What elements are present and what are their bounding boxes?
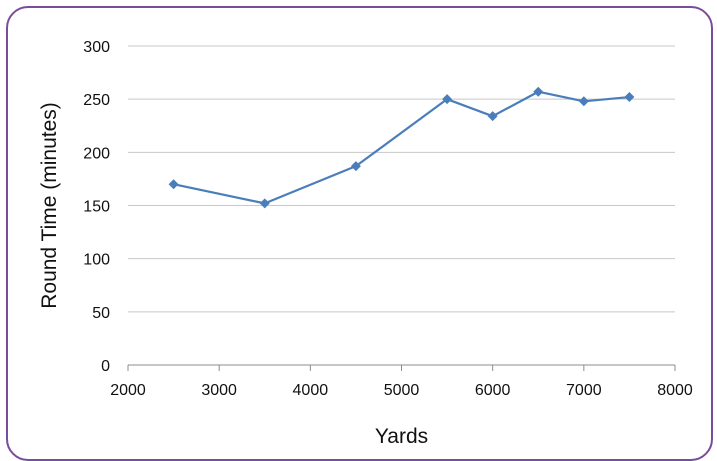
chart-frame bbox=[6, 6, 713, 461]
y-tick-label-300: 300 bbox=[83, 39, 110, 56]
gridlines bbox=[128, 45, 675, 313]
y-axis-title: Round Time (minutes) bbox=[38, 102, 61, 309]
data-point-7000 bbox=[578, 96, 589, 107]
x-tick-label-3000: 3000 bbox=[201, 382, 237, 399]
data-point-4500 bbox=[350, 161, 361, 172]
y-tick-label-150: 150 bbox=[83, 199, 110, 216]
data-point-7500 bbox=[624, 92, 635, 103]
data-point-5500 bbox=[442, 94, 453, 105]
x-axis-title: Yards bbox=[375, 425, 428, 448]
data-point-6000 bbox=[487, 111, 498, 122]
data-point-2500 bbox=[168, 179, 179, 190]
series-group bbox=[168, 86, 635, 209]
y-tick-label-200: 200 bbox=[83, 145, 110, 162]
x-ticks: 2000 3000 4000 5000 6000 7000 8000 bbox=[110, 365, 693, 399]
data-point-6500 bbox=[533, 86, 544, 97]
x-tick-label-2000: 2000 bbox=[110, 382, 146, 399]
y-tick-label-0: 0 bbox=[101, 358, 110, 375]
y-tick-label-50: 50 bbox=[92, 305, 110, 322]
y-ticks: 0 50 100 150 200 250 300 bbox=[83, 39, 110, 375]
x-tick-label-7000: 7000 bbox=[566, 382, 602, 399]
x-tick-label-5000: 5000 bbox=[384, 382, 420, 399]
y-tick-label-100: 100 bbox=[83, 252, 110, 269]
y-tick-label-250: 250 bbox=[83, 92, 110, 109]
x-tick-label-4000: 4000 bbox=[293, 382, 329, 399]
x-tick-label-6000: 6000 bbox=[475, 382, 511, 399]
data-point-3500 bbox=[259, 198, 270, 209]
series-line-0 bbox=[173, 90, 630, 205]
x-tick-label-8000: 8000 bbox=[657, 382, 693, 399]
